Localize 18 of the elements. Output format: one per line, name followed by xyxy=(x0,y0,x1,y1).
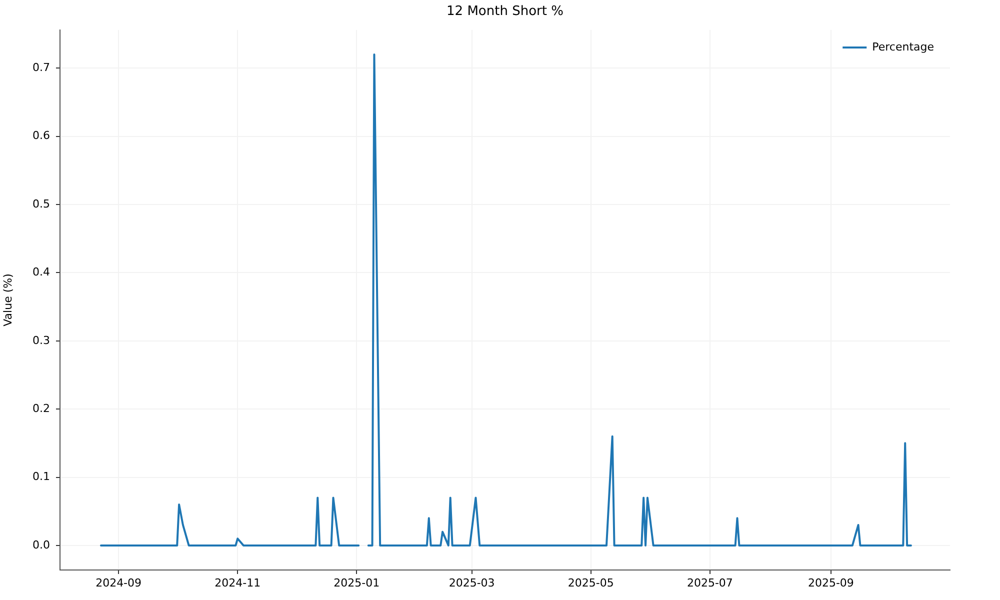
y-tick-label: 0.1 xyxy=(32,470,50,484)
x-tick-label: 2025-03 xyxy=(448,576,495,590)
x-tick-label: 2025-05 xyxy=(568,576,614,590)
y-tick-label: 0.3 xyxy=(32,334,50,347)
chart-title: 12 Month Short % xyxy=(446,3,564,20)
legend-label: Percentage xyxy=(872,40,934,54)
x-tick-label: 2024-11 xyxy=(214,576,261,590)
y-tick-label: 0.6 xyxy=(32,129,50,142)
y-tick-label: 0.4 xyxy=(32,266,50,279)
x-tick-label: 2025-01 xyxy=(334,576,380,590)
x-tick-label: 2025-09 xyxy=(808,576,854,590)
y-tick-label: 0.0 xyxy=(32,538,50,552)
y-tick-label: 0.2 xyxy=(32,402,50,415)
y-tick-label: 0.5 xyxy=(32,197,50,210)
y-axis-title: Value (%) xyxy=(1,274,14,326)
y-tick-label: 0.7 xyxy=(32,61,50,74)
x-tick-label: 2025-07 xyxy=(686,576,733,590)
x-tick-label: 2024-09 xyxy=(96,576,142,590)
